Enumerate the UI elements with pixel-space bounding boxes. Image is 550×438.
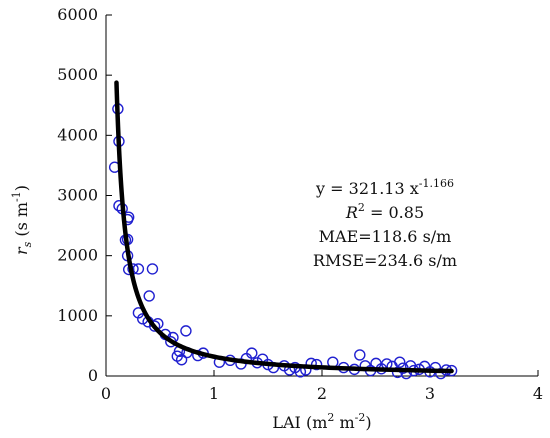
y-tick-label: 5000 (57, 65, 98, 84)
data-point (370, 357, 382, 370)
data-point (143, 290, 155, 302)
data-point (354, 349, 366, 361)
fit-equation: y = 321.13 x-1.166 (315, 177, 454, 198)
data-point (148, 320, 161, 332)
data-point (394, 356, 406, 368)
mae-label: MAE=118.6 s/m (319, 227, 452, 246)
data-point (146, 263, 159, 275)
fit-curve (114, 80, 454, 374)
x-tick-label: 2 (317, 384, 327, 403)
plot-area: 0 1000 2000 3000 4000 5000 6000 0 1 2 3 4 (57, 5, 543, 403)
data-point (310, 358, 323, 371)
x-tick-label: 0 (101, 384, 111, 403)
y-tick-label: 4000 (57, 125, 98, 144)
y-tick-label: 2000 (57, 246, 98, 265)
x-tick-label: 3 (425, 384, 435, 403)
data-point (132, 263, 145, 275)
x-tick-label: 1 (209, 384, 219, 403)
x-tick-label: 4 (533, 384, 543, 403)
y-tick-label: 3000 (57, 186, 98, 205)
data-point (175, 354, 188, 366)
x-axis-title: LAI (m2 m-2) (272, 411, 371, 432)
data-point (246, 347, 258, 359)
y-tick-label: 6000 (57, 5, 98, 24)
fit-annotation: y = 321.13 x-1.166 R2 = 0.85 MAE=118.6 s… (313, 177, 457, 270)
rmse-label: RMSE=234.6 s/m (313, 251, 457, 270)
y-axis-title: rs (s m-1) (10, 185, 34, 255)
y-tick-label: 0 (88, 366, 98, 385)
data-point (180, 325, 192, 337)
y-tick-label: 1000 (57, 306, 98, 325)
r-squared-label: R2 = 0.85 (345, 201, 424, 222)
